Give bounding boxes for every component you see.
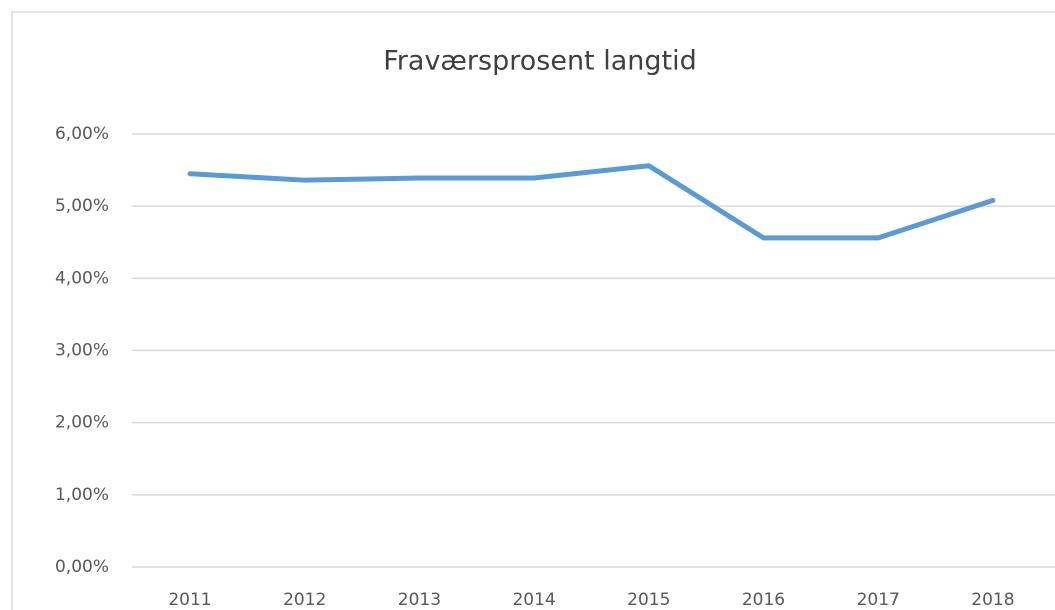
x-tick-label: 2017 (857, 590, 900, 610)
y-tick-label: 5,00% (55, 196, 109, 216)
y-tick-label: 2,00% (55, 413, 109, 433)
x-tick-label: 2011 (168, 590, 211, 610)
x-tick-label: 2016 (742, 590, 785, 610)
y-tick-label: 6,00% (55, 124, 109, 144)
y-tick-label: 0,00% (55, 557, 109, 577)
x-tick-label: 2018 (971, 590, 1014, 610)
chart-title: Fraværsprosent langtid (383, 46, 697, 77)
y-tick-label: 4,00% (55, 268, 109, 288)
data-line (187, 163, 996, 241)
chart-frame (11, 11, 1055, 610)
y-tick-label: 3,00% (55, 341, 109, 361)
x-tick-label: 2013 (398, 590, 441, 610)
x-tick-label: 2012 (283, 590, 326, 610)
x-tick-label: 2014 (512, 590, 555, 610)
x-tick-label: 2015 (627, 590, 670, 610)
y-tick-label: 1,00% (55, 485, 109, 505)
